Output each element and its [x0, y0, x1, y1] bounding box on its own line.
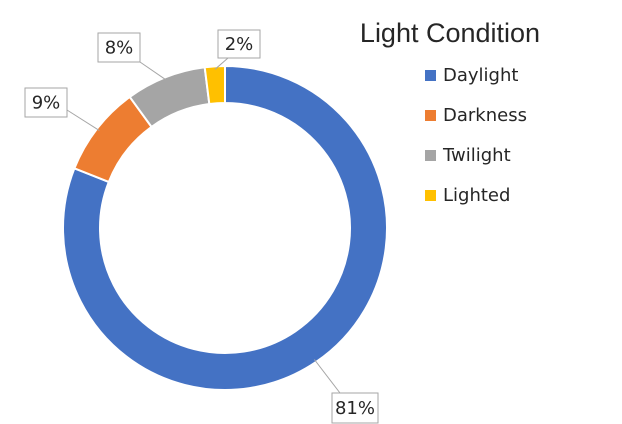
label-box: [217, 29, 261, 59]
donut-segment: [203, 64, 226, 106]
donut-segment: [62, 64, 388, 391]
data-label: 2%: [225, 34, 254, 55]
data-label: 9%: [32, 93, 61, 114]
label-box: [331, 392, 379, 424]
legend-swatch: [425, 190, 436, 201]
leader-line: [214, 57, 229, 70]
legend-swatch: [425, 70, 436, 81]
leader-line: [66, 109, 100, 131]
leader-line: [313, 359, 341, 394]
label-box: [24, 87, 68, 118]
leader-line: [139, 61, 167, 81]
data-label: 8%: [105, 38, 134, 59]
data-label: 81%: [335, 398, 375, 419]
label-box: [97, 32, 141, 63]
legend-swatch: [425, 110, 436, 121]
legend-swatch: [425, 150, 436, 161]
legend-label: Lighted: [443, 185, 510, 206]
legend-label: Daylight: [443, 65, 518, 86]
legend-label: Darkness: [443, 105, 527, 126]
chart-title: Light Condition: [360, 18, 540, 48]
legend-label: Twilight: [442, 145, 511, 166]
